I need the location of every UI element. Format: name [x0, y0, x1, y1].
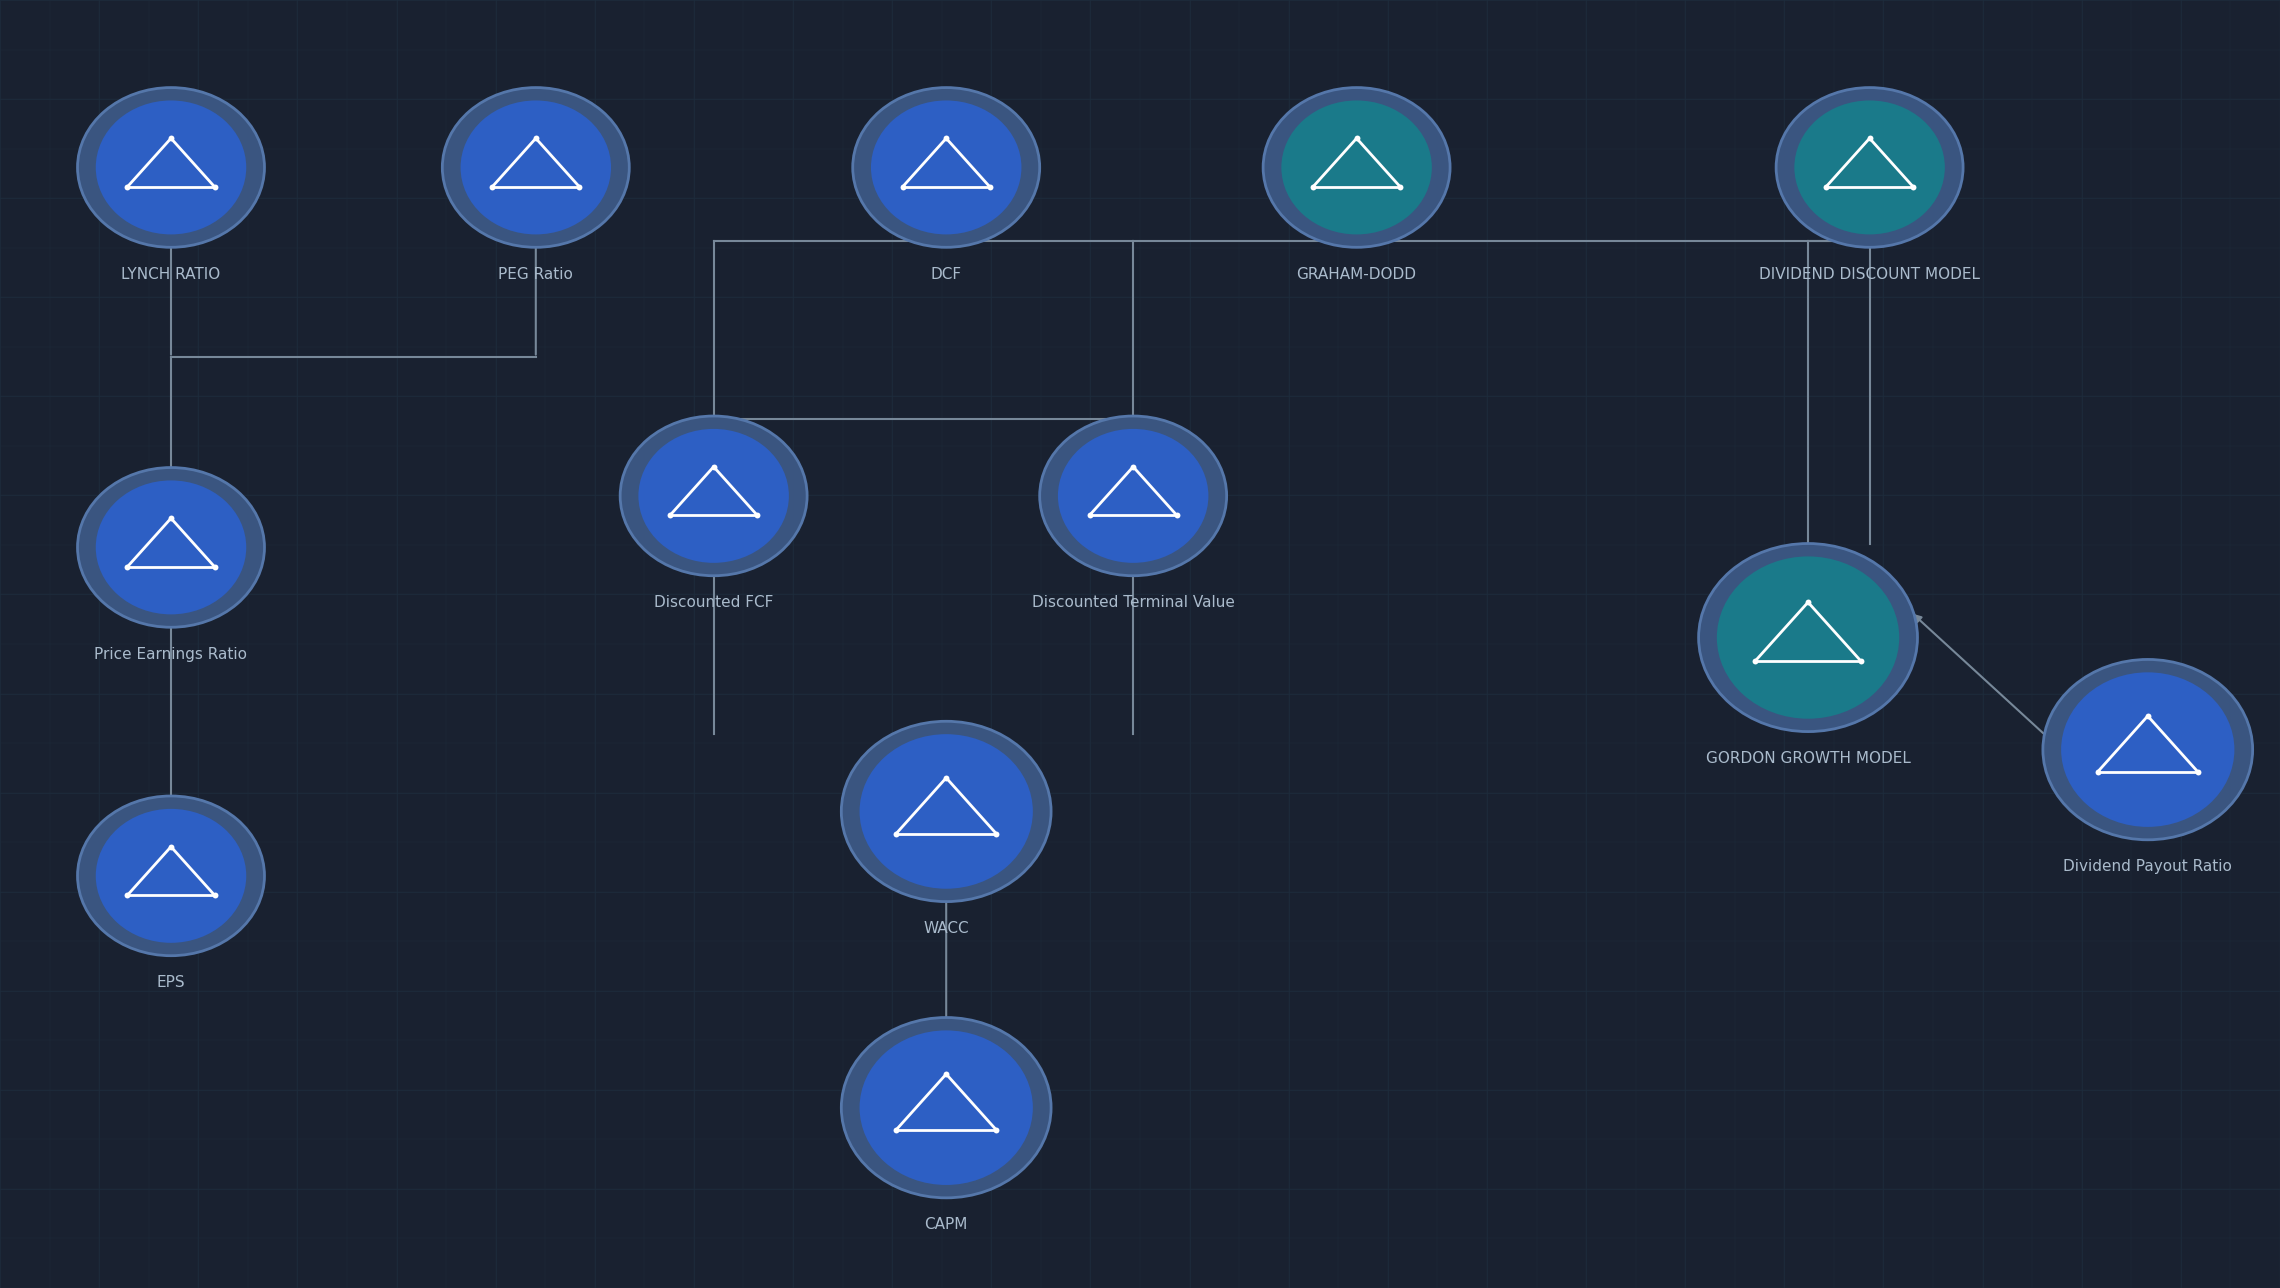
Point — [2079, 761, 2116, 782]
Point — [652, 505, 689, 526]
Point — [928, 128, 964, 148]
Ellipse shape — [620, 416, 807, 576]
Ellipse shape — [96, 480, 246, 614]
Text: Discounted Terminal Value: Discounted Terminal Value — [1033, 595, 1233, 611]
Point — [928, 768, 964, 788]
Point — [474, 176, 511, 197]
Ellipse shape — [78, 796, 264, 956]
Ellipse shape — [1263, 88, 1450, 247]
Point — [1382, 176, 1418, 197]
Text: CAPM: CAPM — [923, 1217, 969, 1233]
Ellipse shape — [841, 721, 1051, 902]
Point — [978, 823, 1015, 844]
Text: WACC: WACC — [923, 921, 969, 936]
Ellipse shape — [1058, 429, 1208, 563]
Ellipse shape — [2061, 672, 2234, 827]
Ellipse shape — [1281, 100, 1432, 234]
Ellipse shape — [1776, 88, 1963, 247]
Point — [196, 556, 233, 577]
Point — [1737, 650, 1774, 671]
Ellipse shape — [1040, 416, 1227, 576]
Ellipse shape — [2043, 659, 2253, 840]
Point — [153, 507, 189, 528]
Point — [739, 505, 775, 526]
Point — [695, 456, 732, 477]
Ellipse shape — [442, 88, 629, 247]
Ellipse shape — [860, 734, 1033, 889]
Text: GORDON GROWTH MODEL: GORDON GROWTH MODEL — [1705, 751, 1911, 766]
Point — [109, 556, 146, 577]
Point — [1790, 592, 1826, 613]
Point — [196, 176, 233, 197]
Text: Price Earnings Ratio: Price Earnings Ratio — [93, 647, 249, 662]
Point — [885, 176, 921, 197]
Point — [1338, 128, 1375, 148]
Point — [2130, 706, 2166, 726]
Point — [109, 885, 146, 905]
Text: DCF: DCF — [930, 267, 962, 282]
Ellipse shape — [853, 88, 1040, 247]
Point — [928, 1064, 964, 1084]
Text: EPS: EPS — [157, 975, 185, 990]
Point — [1072, 505, 1108, 526]
Text: PEG Ratio: PEG Ratio — [499, 267, 572, 282]
Point — [153, 836, 189, 857]
Point — [109, 176, 146, 197]
Point — [1808, 176, 1845, 197]
Ellipse shape — [841, 1018, 1051, 1198]
Ellipse shape — [78, 468, 264, 627]
Point — [1851, 128, 1888, 148]
Point — [971, 176, 1008, 197]
Point — [978, 1119, 1015, 1140]
Ellipse shape — [638, 429, 789, 563]
Text: GRAHAM-DODD: GRAHAM-DODD — [1297, 267, 1416, 282]
Ellipse shape — [96, 100, 246, 234]
Ellipse shape — [1794, 100, 1945, 234]
Point — [878, 823, 914, 844]
Point — [2180, 761, 2216, 782]
Ellipse shape — [871, 100, 1021, 234]
Point — [1115, 456, 1151, 477]
Text: Discounted FCF: Discounted FCF — [654, 595, 773, 611]
Point — [1295, 176, 1332, 197]
Ellipse shape — [1717, 556, 1899, 719]
Point — [518, 128, 554, 148]
Ellipse shape — [1699, 544, 1917, 732]
Point — [1842, 650, 1879, 671]
Point — [1895, 176, 1931, 197]
Ellipse shape — [461, 100, 611, 234]
Text: Dividend Payout Ratio: Dividend Payout Ratio — [2063, 859, 2232, 875]
Point — [1158, 505, 1195, 526]
Text: DIVIDEND DISCOUNT MODEL: DIVIDEND DISCOUNT MODEL — [1760, 267, 1979, 282]
Point — [196, 885, 233, 905]
Point — [878, 1119, 914, 1140]
Ellipse shape — [78, 88, 264, 247]
Ellipse shape — [96, 809, 246, 943]
Point — [561, 176, 597, 197]
Point — [153, 128, 189, 148]
Text: LYNCH RATIO: LYNCH RATIO — [121, 267, 221, 282]
Ellipse shape — [860, 1030, 1033, 1185]
